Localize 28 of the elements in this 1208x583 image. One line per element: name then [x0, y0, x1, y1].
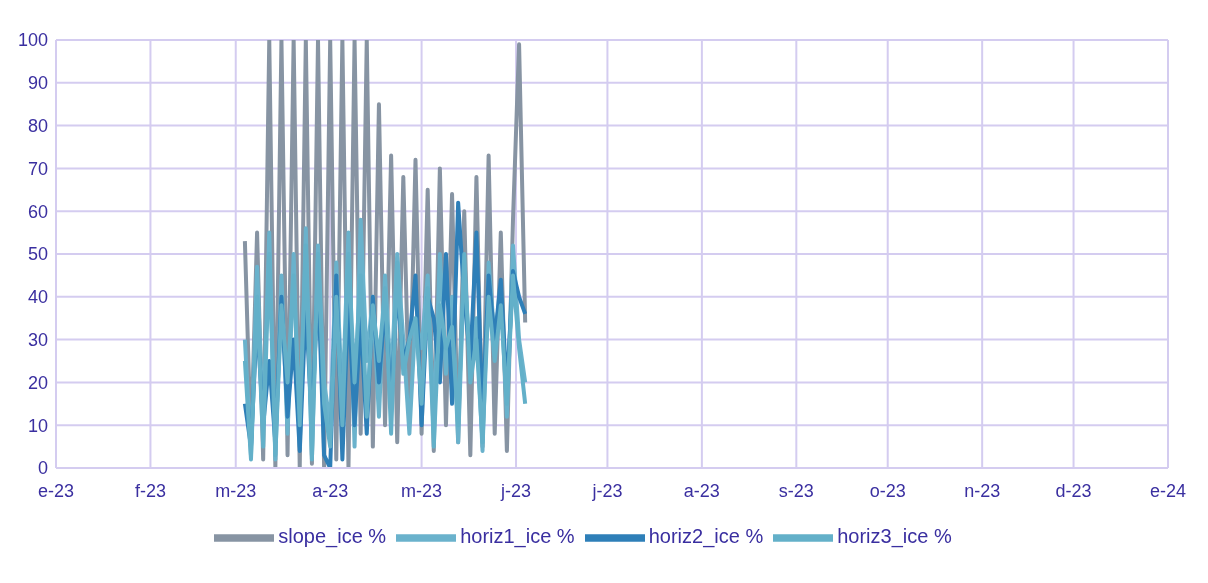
y-tick-label: 50	[27, 244, 48, 265]
y-tick-label: 80	[27, 115, 48, 136]
x-tick-label: a-23	[683, 480, 720, 501]
y-tick-label: 10	[27, 415, 48, 436]
legend-label: horiz1_ice %	[460, 525, 575, 548]
y-tick-label: 100	[17, 30, 48, 51]
x-tick-label: s-23	[778, 480, 814, 501]
y-tick-label: 0	[37, 458, 48, 479]
legend-label: slope_ice %	[278, 525, 387, 548]
legend-label: horiz3_ice %	[837, 525, 952, 548]
x-tick-label: m-23	[401, 480, 443, 501]
x-tick-label: j-23	[500, 480, 532, 501]
y-tick-label: 70	[27, 158, 48, 179]
x-tick-label: e-24	[1149, 480, 1187, 501]
x-tick-label: d-23	[1055, 480, 1092, 501]
x-tick-label: o-23	[869, 480, 906, 501]
x-tick-label: m-23	[215, 480, 257, 501]
x-tick-label: f-23	[134, 480, 166, 501]
y-tick-label: 90	[27, 73, 48, 94]
y-tick-label: 20	[27, 372, 48, 393]
x-tick-label: j-23	[591, 480, 623, 501]
legend-label: horiz2_ice %	[648, 525, 764, 548]
y-tick-label: 30	[27, 329, 48, 350]
y-tick-label: 60	[27, 201, 48, 222]
x-tick-label: a-23	[312, 480, 349, 501]
x-tick-label: n-23	[964, 480, 1001, 501]
y-tick-label: 40	[27, 287, 48, 308]
x-tick-label: e-23	[37, 480, 75, 501]
